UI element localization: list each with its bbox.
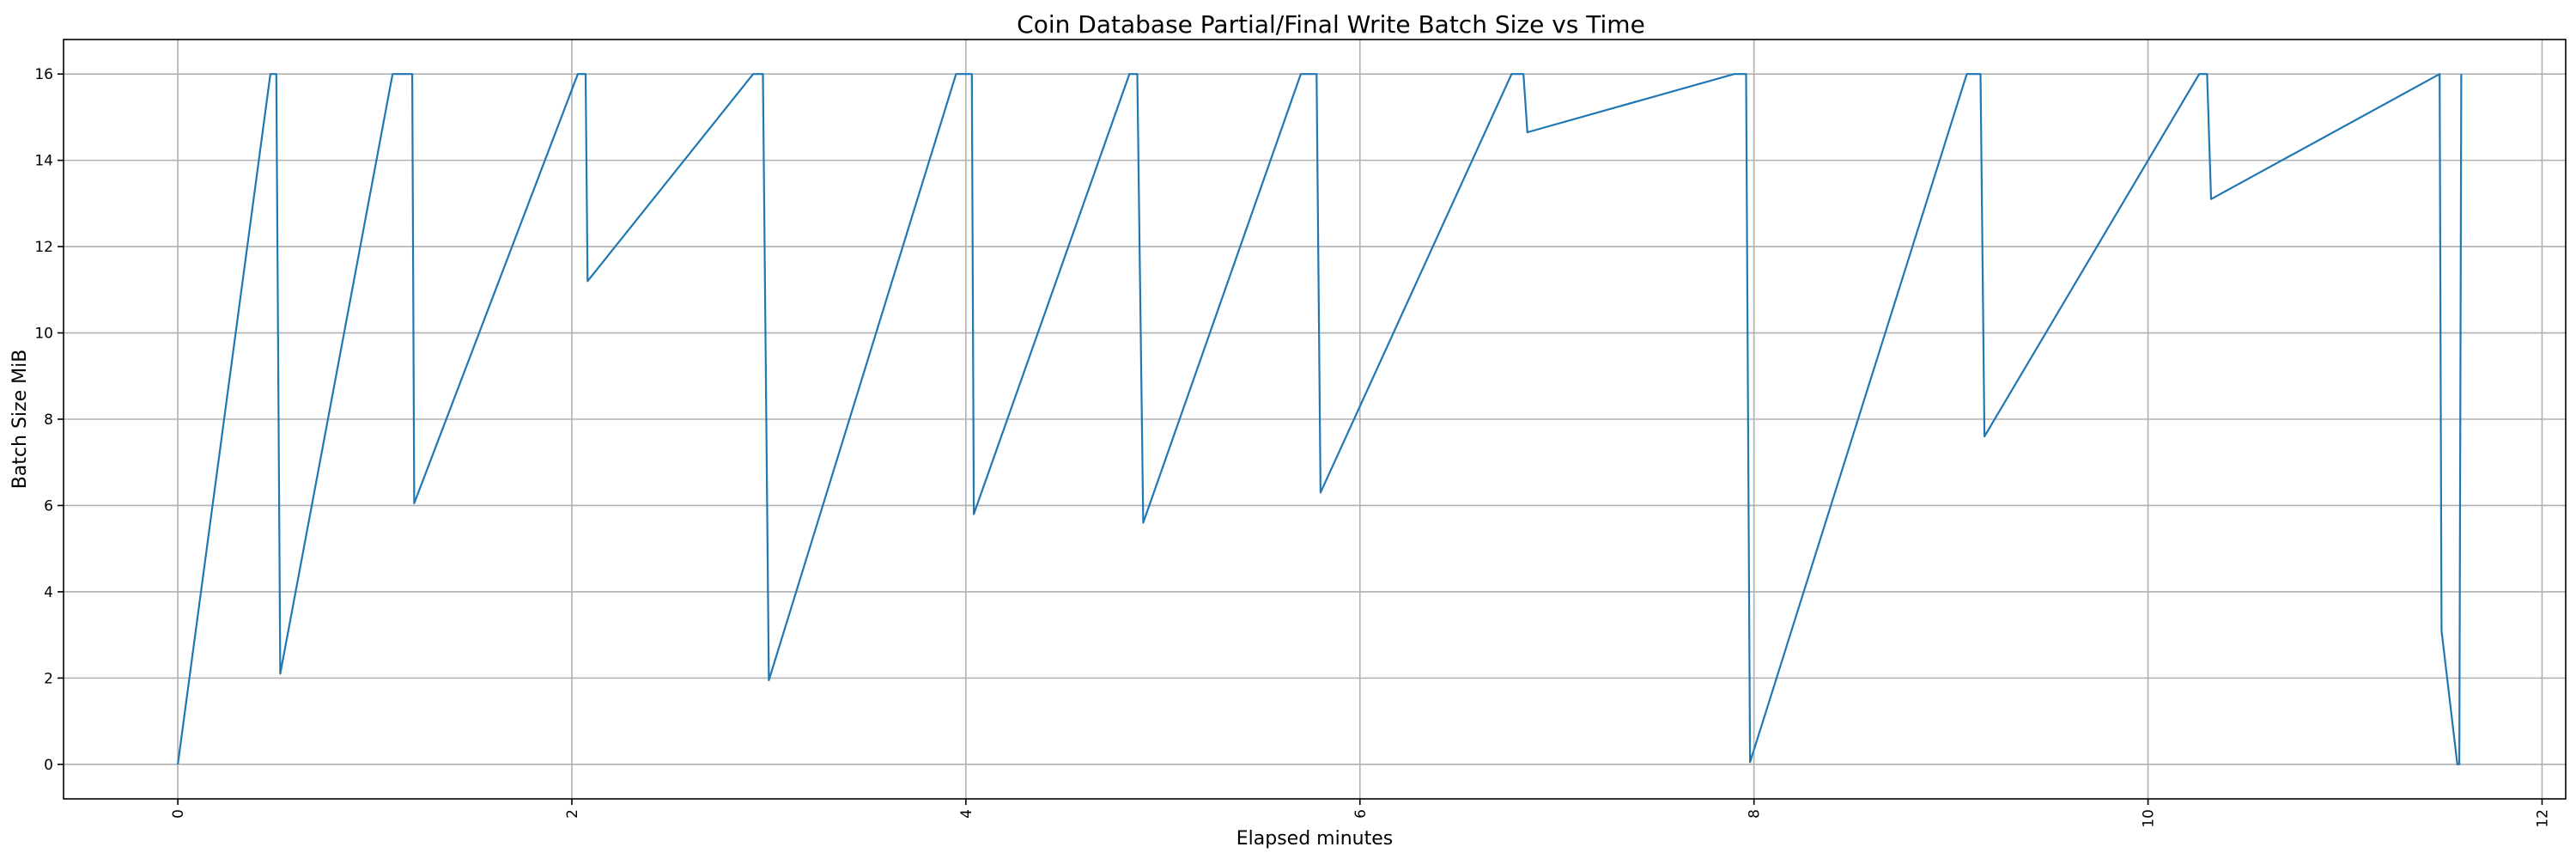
y-tick-label: 0 xyxy=(44,757,53,774)
y-tick-label: 4 xyxy=(44,584,53,601)
series-layer xyxy=(177,73,2463,765)
y-tick-label: 6 xyxy=(44,497,53,515)
y-tick-label: 14 xyxy=(34,153,53,170)
y-tick-label: 8 xyxy=(44,411,53,429)
y-tick-label: 16 xyxy=(34,66,53,83)
y-tick-label: 2 xyxy=(44,670,53,687)
ticks: 0 2 4 6 8 10 12 0 2 4 6 8 10 12 14 16 xyxy=(34,66,2551,827)
x-tick-label: 10 xyxy=(2141,809,2158,828)
x-tick-label: 0 xyxy=(170,809,187,819)
x-tick-label: 4 xyxy=(958,809,975,819)
x-tick-label: 12 xyxy=(2534,809,2551,828)
y-axis-label: Batch Size MiB xyxy=(9,350,31,490)
y-tick-label: 10 xyxy=(34,326,53,343)
x-tick-label: 2 xyxy=(564,809,581,819)
x-tick-label: 6 xyxy=(1352,809,1370,819)
x-tick-label: 8 xyxy=(1747,809,1764,819)
batch-size-series-line xyxy=(177,73,2463,765)
x-axis-label: Elapsed minutes xyxy=(1236,828,1393,850)
y-tick-label: 12 xyxy=(34,239,53,256)
chart-title: Coin Database Partial/Final Write Batch … xyxy=(1017,10,1645,39)
grid xyxy=(64,40,2566,799)
